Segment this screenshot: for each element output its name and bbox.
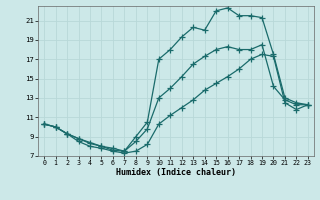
X-axis label: Humidex (Indice chaleur): Humidex (Indice chaleur) bbox=[116, 168, 236, 177]
